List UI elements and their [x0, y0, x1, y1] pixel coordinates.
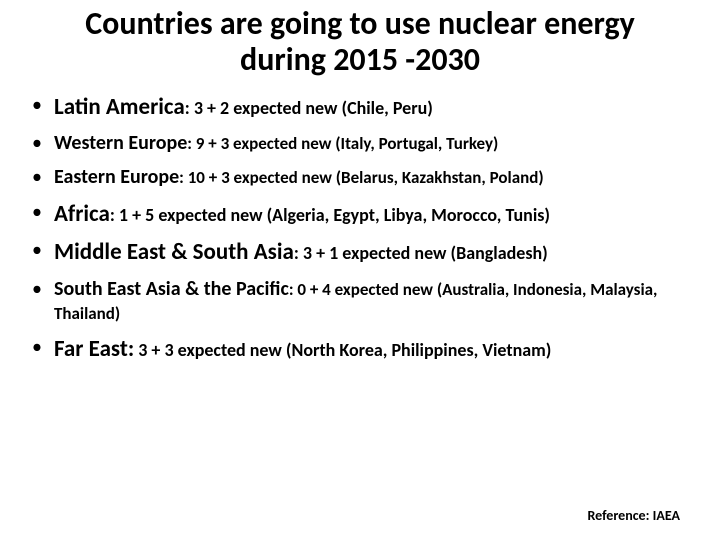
slide-title: Countries are going to use nuclear energ…: [28, 6, 692, 78]
list-item: Western Europe: 9 + 3 expected new (Ital…: [28, 130, 692, 156]
list-item: Eastern Europe: 10 + 3 expected new (Bel…: [28, 164, 692, 190]
region-name: Middle East & South Asia: [54, 238, 294, 266]
region-detail: : 9 + 3 expected new (Italy, Portugal, T…: [187, 133, 498, 154]
list-item: Latin America: 3 + 2 expected new (Chile…: [28, 92, 692, 122]
region-list: Latin America: 3 + 2 expected new (Chile…: [28, 92, 692, 364]
region-detail: : 10 + 3 expected new (Belarus, Kazakhst…: [179, 167, 544, 188]
region-name: Eastern Europe: [54, 165, 179, 189]
region-detail: : 1 + 5 expected new (Algeria, Egypt, Li…: [110, 204, 550, 226]
region-detail: 3 + 3 expected new (North Korea, Philipp…: [134, 339, 551, 361]
list-item: South East Asia & the Pacific: 0 + 4 exp…: [28, 276, 692, 326]
list-item: Middle East & South Asia: 3 + 1 expected…: [28, 237, 692, 267]
region-name: South East Asia & the Pacific: [54, 277, 289, 301]
region-name: Western Europe: [54, 131, 187, 155]
region-name: Africa: [54, 200, 110, 228]
list-item: Africa: 1 + 5 expected new (Algeria, Egy…: [28, 199, 692, 229]
reference-text: Reference: IAEA: [587, 507, 680, 524]
region-detail: : 3 + 2 expected new (Chile, Peru): [185, 97, 433, 119]
region-name: Latin America: [54, 93, 185, 121]
list-item: Far East: 3 + 3 expected new (North Kore…: [28, 334, 692, 364]
region-detail: : 3 + 1 expected new (Bangladesh): [294, 242, 548, 264]
region-name: Far East:: [54, 335, 134, 363]
